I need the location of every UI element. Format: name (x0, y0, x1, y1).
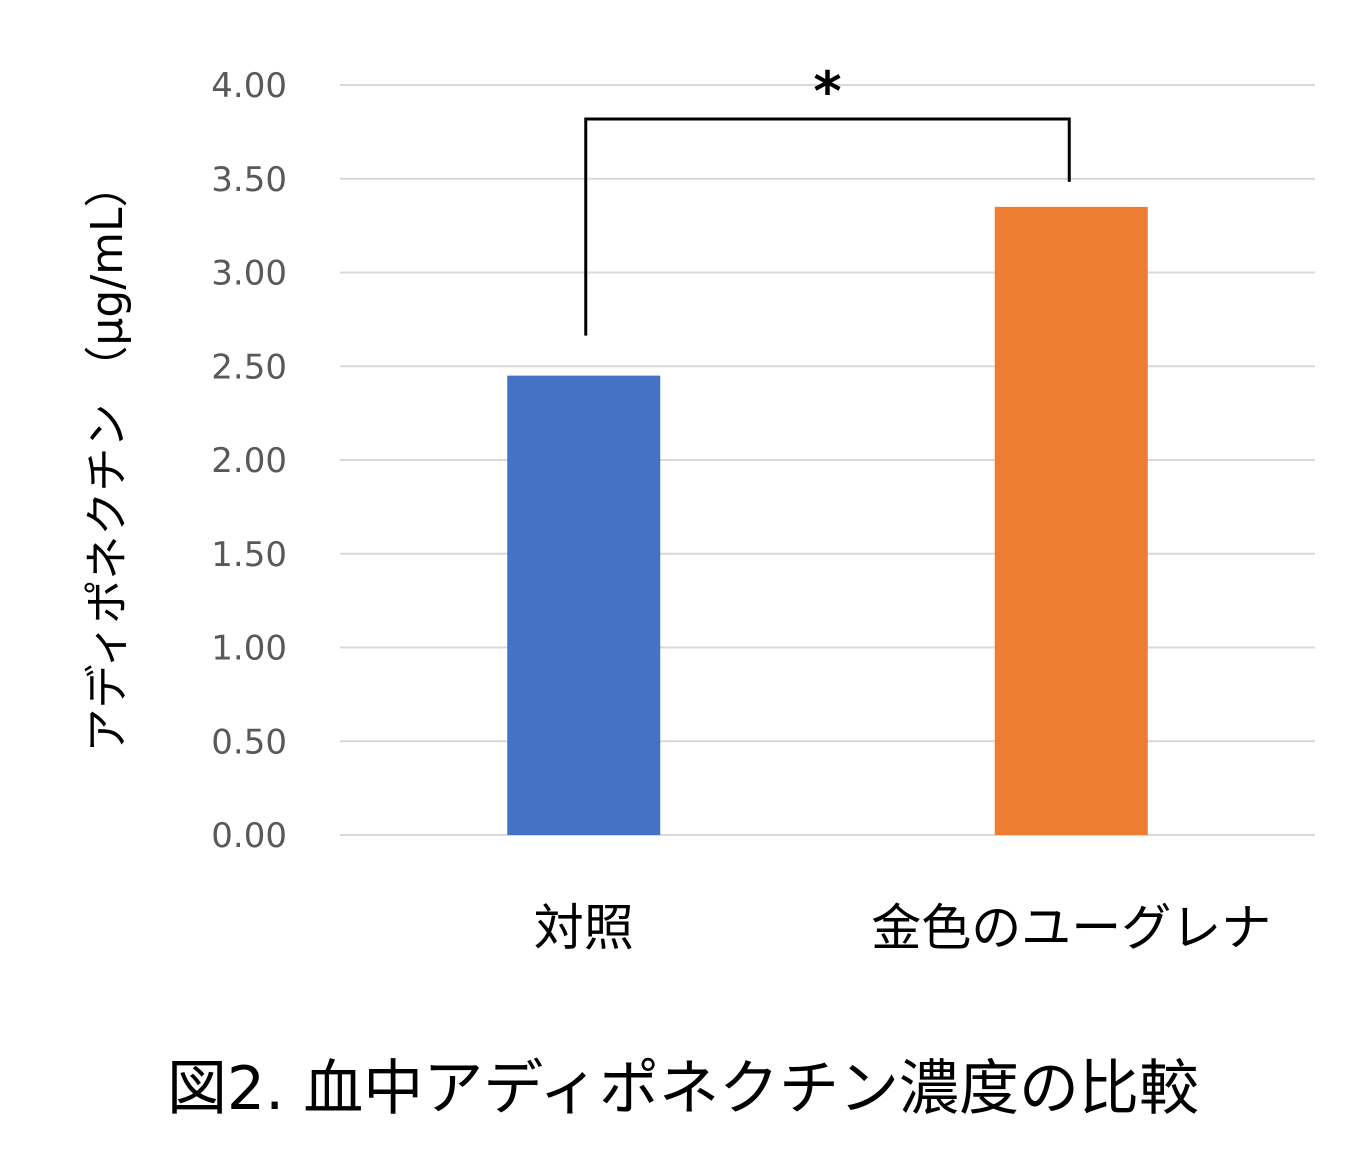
gridlines (340, 84, 1315, 836)
bracket-line (584, 117, 1071, 336)
y-tick-labels: 0.00 0.50 1.00 1.50 2.00 2.50 3.00 3.50 4.00 (211, 66, 287, 856)
y-tick-label: 1.50 (211, 535, 287, 575)
category-labels: 対照 金色のユーグレナ (534, 899, 1272, 957)
y-tick-label: 2.00 (211, 441, 287, 481)
y-axis-label: アディポネクチン （µg/mL） (82, 163, 133, 752)
significance-marker: * (813, 60, 841, 123)
category-label: 金色のユーグレナ (871, 899, 1271, 957)
y-tick-label: 1.00 (211, 629, 287, 669)
y-tick-label: 0.50 (211, 722, 287, 762)
bar (507, 375, 661, 835)
significance-bracket: * (584, 60, 1071, 336)
figure-caption: 図2. 血中アディポネクチン濃度の比較 (166, 1054, 1200, 1124)
y-tick-label: 3.00 (211, 254, 287, 294)
y-tick-label: 2.50 (211, 347, 287, 387)
y-tick-label: 4.00 (211, 66, 287, 106)
y-tick-label: 3.50 (211, 160, 287, 200)
bar (994, 206, 1148, 835)
category-label: 対照 (534, 899, 634, 957)
y-tick-label: 0.00 (211, 816, 287, 856)
bars (507, 206, 1148, 835)
